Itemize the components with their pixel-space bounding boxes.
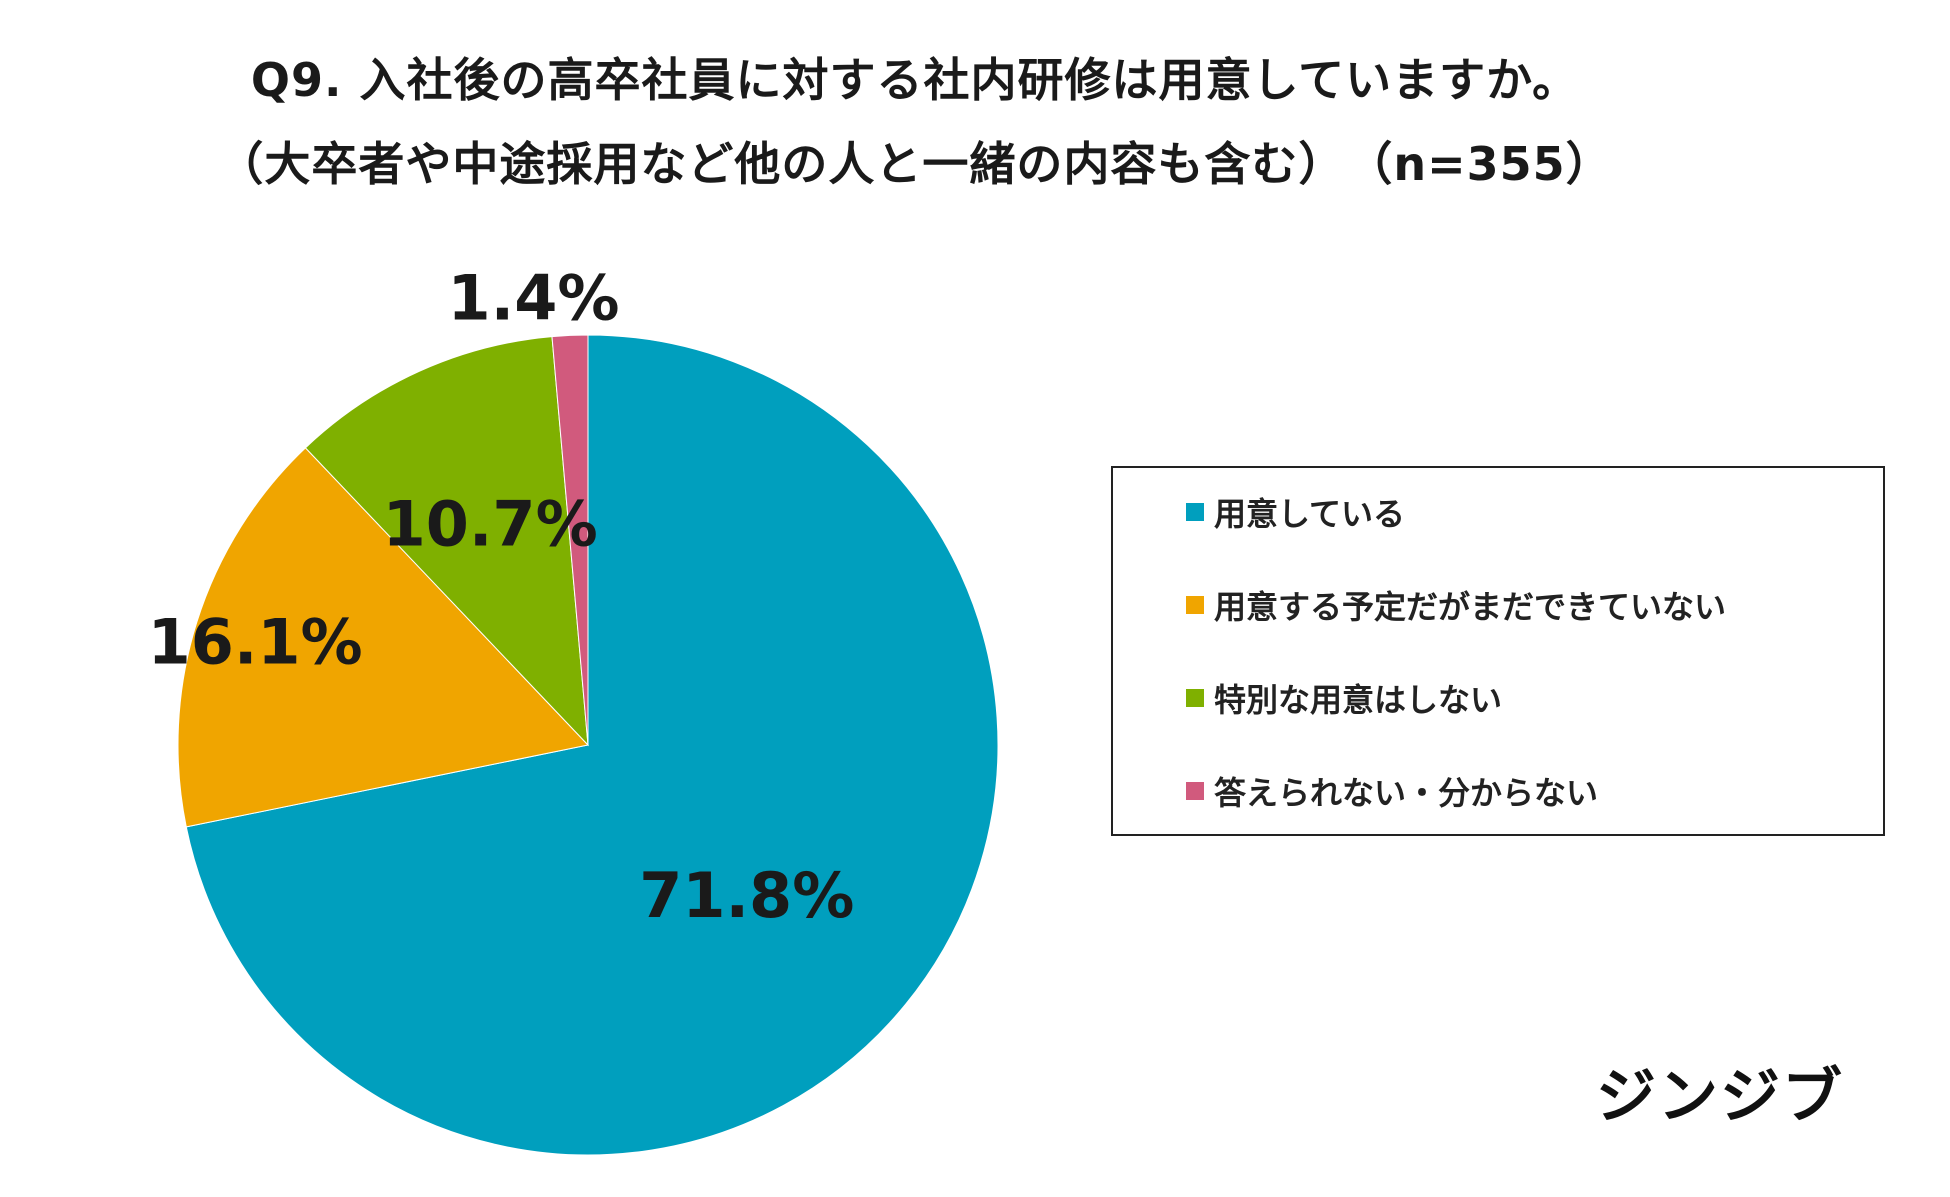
pie-slice-unknown	[551, 334, 589, 746]
legend-label-unknown: 答えられない・分からない	[1214, 774, 1599, 812]
slice-label-unknown: 1.4%	[448, 262, 620, 335]
pie-slice-none	[304, 336, 589, 747]
brand-logo: ジンジブ	[1596, 1062, 1844, 1132]
legend-item-prepared: 用意している	[1186, 492, 1406, 533]
legend-swatch-prepared	[1186, 503, 1204, 521]
pie-labels: 71.8% 16.1% 10.7% 1.4%	[148, 262, 855, 932]
pie-slice-planned	[177, 447, 589, 828]
chart-legend: 用意している 用意する予定だがまだできていない 特別な用意はしない 答えられない…	[1111, 466, 1885, 836]
slice-label-planned: 16.1%	[148, 606, 363, 679]
legend-swatch-none	[1186, 689, 1204, 707]
slice-label-prepared: 71.8%	[639, 859, 854, 932]
slice-label-none: 10.7%	[383, 487, 598, 560]
legend-swatch-planned	[1186, 596, 1204, 614]
legend-label-none: 特別な用意はしない	[1214, 681, 1503, 719]
legend-label-prepared: 用意している	[1214, 495, 1406, 533]
legend-item-unknown: 答えられない・分からない	[1186, 771, 1599, 812]
legend-item-planned: 用意する予定だがまだできていない	[1186, 585, 1727, 626]
legend-label-planned: 用意する予定だがまだできていない	[1214, 588, 1727, 626]
pie-slice-prepared	[185, 334, 999, 1156]
chart-title-line-1: Q9. 入社後の高卒社員に対する社内研修は用意していますか。	[250, 53, 1580, 107]
legend-item-none: 特別な用意はしない	[1186, 678, 1503, 719]
pie-slices	[177, 334, 999, 1156]
legend-swatch-unknown	[1186, 782, 1204, 800]
chart-title-line-2: （大卒者や中途採用など他の人と一緒の内容も含む） （n=355）	[217, 137, 1613, 191]
